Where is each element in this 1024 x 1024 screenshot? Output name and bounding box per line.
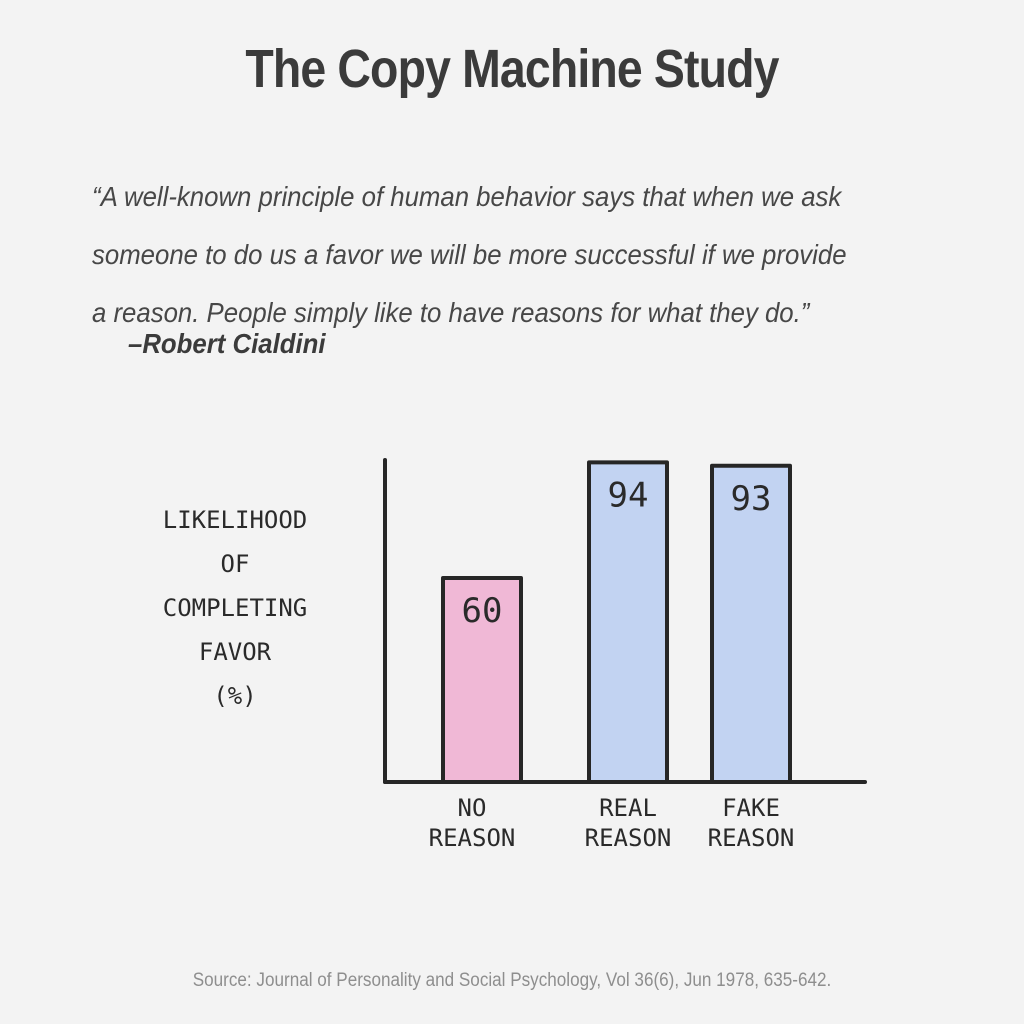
data-label: 93 — [731, 479, 772, 519]
bar-fake-reason — [710, 463, 792, 785]
y-axis-label: (%) — [213, 682, 256, 710]
y-axis-label: LIKELIHOOD — [163, 506, 308, 534]
bar-chart: 60 94 93 NO REASON REAL REASON FAKE REASON LIKELI… — [0, 430, 1024, 870]
x-tick-label: REASON — [429, 824, 516, 852]
quote-attribution: –Robert Cialdini — [128, 328, 326, 359]
data-label: 94 — [608, 475, 649, 515]
x-tick-label: FAKE — [722, 794, 780, 822]
x-tick-label: REASON — [708, 824, 795, 852]
quote-line: a reason. People simply like to have rea… — [92, 297, 810, 328]
bar-real-reason — [587, 460, 669, 785]
x-tick-label: REAL — [599, 794, 657, 822]
x-tick-label: REASON — [585, 824, 672, 852]
y-axis-label: OF — [221, 550, 250, 578]
chart-title: The Copy Machine Study — [245, 39, 779, 99]
y-axis-label: FAVOR — [199, 638, 272, 666]
quote-line: someone to do us a favor we will be more… — [92, 239, 847, 270]
source-citation: Source: Journal of Personality and Socia… — [192, 970, 832, 991]
data-label: 60 — [462, 591, 503, 631]
x-tick-label: NO — [458, 794, 487, 822]
quote-line: “A well-known principle of human behavio… — [92, 181, 842, 212]
quote-block: “A well-known principle of human behavio… — [92, 168, 952, 342]
bar-no-reason — [441, 576, 523, 784]
y-axis-label: COMPLETING — [163, 594, 308, 622]
